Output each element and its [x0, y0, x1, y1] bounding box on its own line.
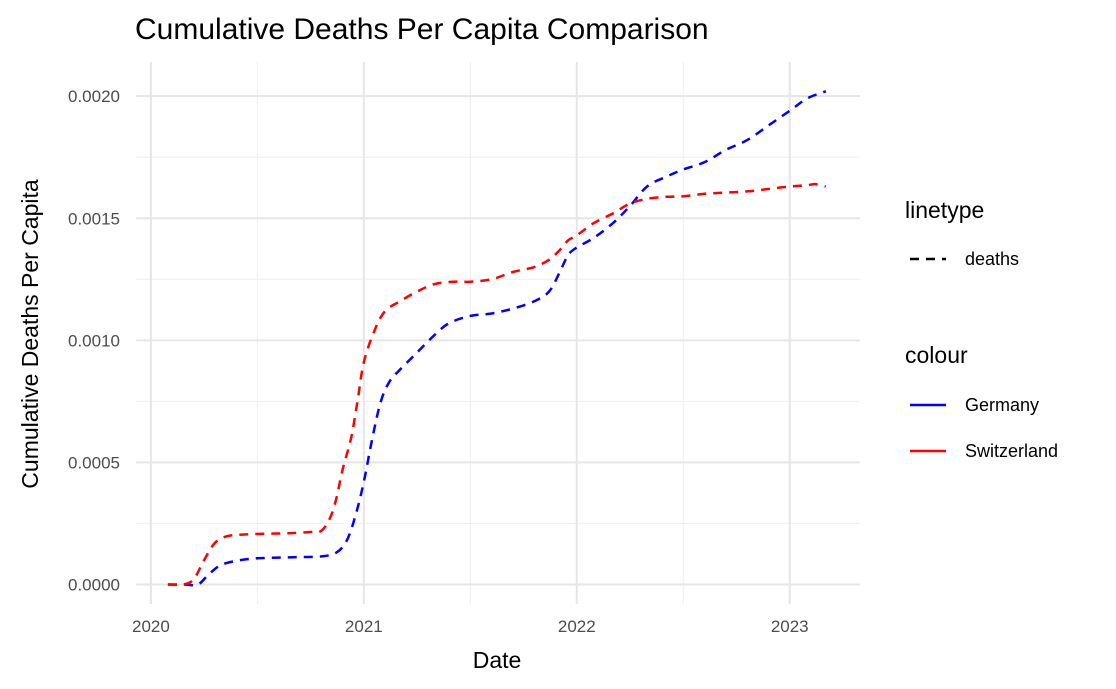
legend: linetype deaths colour Germany Switzerla… — [905, 197, 1058, 461]
legend-label-germany: Germany — [965, 395, 1039, 415]
y-axis-title: Cumulative Deaths Per Capita — [17, 179, 43, 489]
x-tick-label: 2020 — [132, 617, 170, 636]
y-tick-label: 0.0020 — [68, 87, 120, 106]
y-tick-label: 0.0015 — [68, 209, 120, 228]
legend-label-switzerland: Switzerland — [965, 441, 1058, 461]
chart-title: Cumulative Deaths Per Capita Comparison — [135, 13, 709, 46]
y-tick-label: 0.0010 — [68, 331, 120, 350]
y-axis-ticks: 0.0000 0.0005 0.0010 0.0015 0.0020 — [68, 87, 120, 594]
legend-linetype-label: deaths — [965, 249, 1019, 269]
x-tick-label: 2023 — [771, 617, 809, 636]
grid — [136, 62, 860, 604]
legend-linetype-title: linetype — [905, 197, 984, 223]
x-axis-title: Date — [473, 647, 522, 673]
series-line-germany — [167, 90, 827, 587]
y-tick-label: 0.0000 — [68, 575, 120, 594]
series-layer — [167, 90, 827, 587]
y-tick-label: 0.0005 — [68, 453, 120, 472]
x-axis-ticks: 2020 2021 2022 2023 — [132, 617, 809, 636]
series-line-switzerland — [167, 182, 827, 587]
x-tick-label: 2021 — [345, 617, 383, 636]
legend-colour-title: colour — [905, 342, 968, 368]
x-tick-label: 2022 — [558, 617, 596, 636]
